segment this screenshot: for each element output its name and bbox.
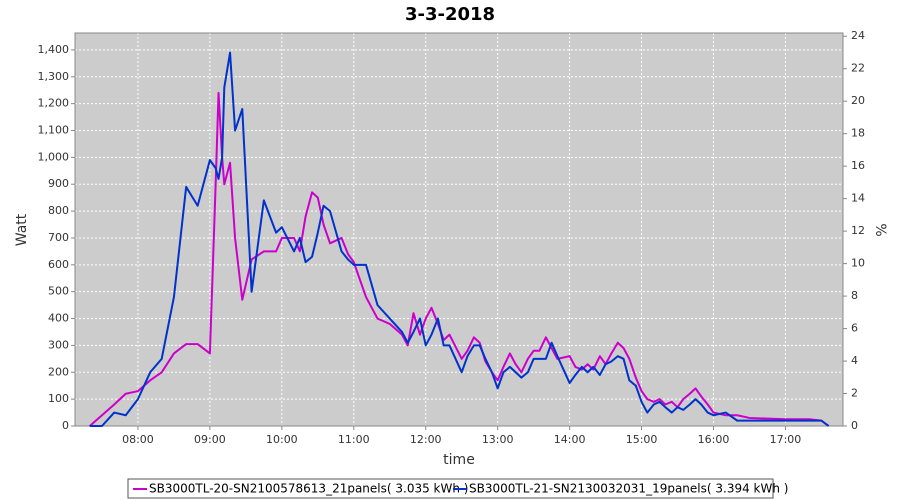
y2-tick-label: 6 — [851, 322, 858, 335]
x-tick-label: 09:00 — [194, 433, 226, 446]
x-tick-label: 13:00 — [482, 433, 514, 446]
y2-tick-label: 24 — [851, 29, 865, 42]
y-tick-label: 100 — [48, 392, 69, 405]
y-axis-label: Watt — [14, 213, 30, 246]
series-line — [89, 51, 830, 427]
x-tick-label: 10:00 — [266, 433, 298, 446]
y-tick-label: 500 — [48, 285, 69, 298]
y2-axis-label: % — [872, 223, 888, 236]
y-tick-label: 700 — [48, 231, 69, 244]
legend-label: SB3000TL-21-SN2130032031_19panels( 3.394… — [469, 482, 788, 496]
y2-tick-label: 12 — [851, 224, 865, 237]
y-tick-label: 600 — [48, 258, 69, 271]
y2-tick-label: 14 — [851, 192, 865, 205]
y2-tick-label: 18 — [851, 127, 865, 140]
y2-tick-label: 4 — [851, 354, 858, 367]
y2-tick-label: 8 — [851, 289, 858, 302]
y2-tick-label: 2 — [851, 387, 858, 400]
y2-tick-label: 10 — [851, 257, 865, 270]
x-tick-label: 08:00 — [122, 433, 154, 446]
y-tick-label: 800 — [48, 204, 69, 217]
y2-tick-label: 0 — [851, 419, 858, 432]
plot-area — [75, 33, 843, 426]
x-tick-label: 14:00 — [554, 433, 586, 446]
y2-tick-label: 22 — [851, 62, 865, 75]
y-tick-label: 1,000 — [38, 150, 70, 163]
series-line — [89, 91, 830, 427]
plot-border — [74, 32, 844, 427]
x-tick-label: 11:00 — [338, 433, 370, 446]
y-tick-label: 300 — [48, 338, 69, 351]
y-tick-label: 400 — [48, 312, 69, 325]
y-tick-label: 1,400 — [38, 43, 70, 56]
legend-label: SB3000TL-20-SN2100578613_21panels( 3.035… — [149, 482, 468, 496]
y-tick-label: 0 — [62, 419, 69, 432]
chart-title: 3-3-2018 — [405, 4, 495, 25]
x-tick-label: 15:00 — [626, 433, 658, 446]
y-tick-label: 1,100 — [38, 124, 70, 137]
y2-tick-label: 16 — [851, 159, 865, 172]
y-tick-label: 1,300 — [38, 70, 70, 83]
y2-tick-label: 20 — [851, 94, 865, 107]
x-tick-label: 17:00 — [770, 433, 802, 446]
y-tick-label: 200 — [48, 365, 69, 378]
x-axis-label: time — [443, 452, 475, 468]
x-tick-label: 12:00 — [410, 433, 442, 446]
legend — [127, 478, 774, 499]
x-tick-label: 16:00 — [698, 433, 730, 446]
y-tick-label: 1,200 — [38, 97, 70, 110]
y-tick-label: 900 — [48, 177, 69, 190]
